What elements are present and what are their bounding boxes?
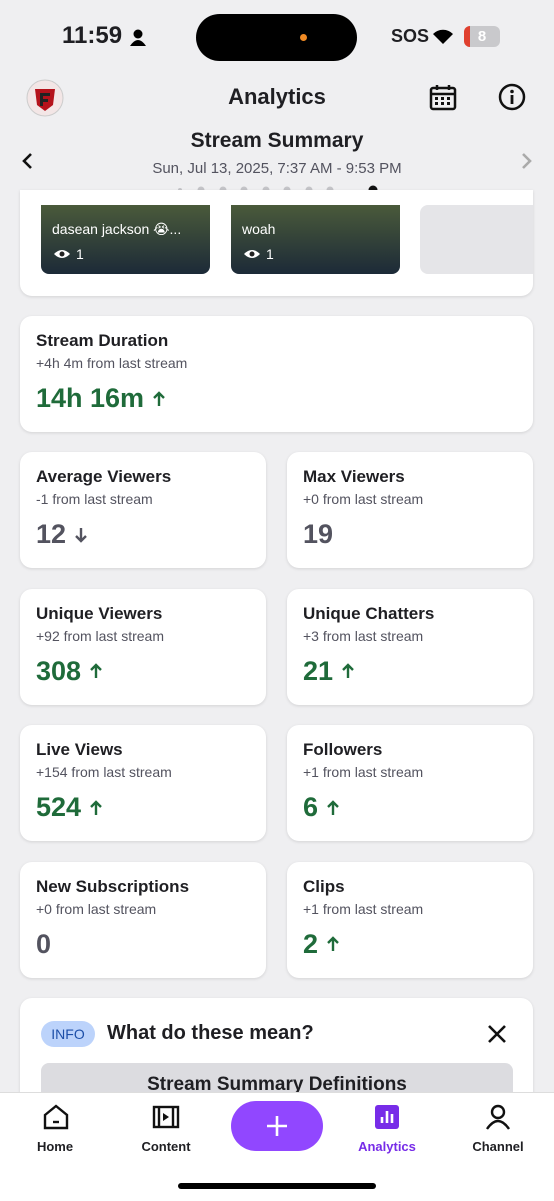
nav-label[interactable]: Content (141, 1139, 191, 1154)
info-button[interactable] (498, 83, 526, 111)
dynamic-island (196, 14, 357, 61)
previous-button[interactable] (18, 151, 36, 171)
wifi-icon (433, 29, 453, 44)
stat-card: Clips +1 from last stream 2 (287, 861, 533, 978)
trend-down-arrow (75, 527, 87, 543)
stat-label: Clips (303, 876, 345, 896)
stat-change: +0 from last stream (303, 491, 424, 507)
summary-title: Stream Summary (190, 129, 364, 152)
trend-up-arrow (327, 799, 339, 815)
stat-change: +4h 4m from last stream (36, 355, 188, 371)
info-badge: INFO (41, 1021, 95, 1047)
status-sos: SOS (391, 26, 430, 46)
stat-value-text: 14h 16m (36, 383, 145, 413)
stat-card: Followers +1 from last stream 6 (287, 725, 533, 841)
calendar-button[interactable] (429, 83, 457, 111)
stat-value-text: 524 (36, 792, 82, 822)
trend-up-arrow (90, 799, 102, 815)
stat-value: 524 (36, 792, 103, 823)
home-icon[interactable] (42, 1103, 70, 1131)
eye-icon (244, 250, 260, 258)
battery: 8 (464, 26, 500, 47)
stat-card: Unique Chatters +3 from last stream 21 (287, 588, 533, 705)
clip-views: 1 (266, 246, 274, 262)
stat-card: Unique Viewers +92 from last stream 308 (20, 588, 266, 705)
stat-value-text: 2 (303, 928, 319, 959)
home-indicator (178, 1183, 376, 1189)
info-title: What do these mean? (107, 1022, 314, 1044)
stat-change: +154 from last stream (36, 764, 172, 780)
trend-up-arrow (342, 663, 354, 678)
status-time: 11:59 (62, 22, 123, 49)
stat-card: Live Views +154 from last stream 524 (20, 725, 266, 841)
stat-change: +1 from last stream (303, 900, 424, 917)
clip-title: woah (242, 221, 276, 237)
eye-icon (54, 250, 70, 258)
stat-card: Max Viewers +0 from last stream 19 (287, 452, 533, 568)
channel-avatar[interactable] (26, 79, 64, 117)
stat-value-text: 12 (36, 519, 67, 549)
clip-placeholder (420, 205, 533, 274)
stat-change: +1 from last stream (303, 764, 424, 780)
clip-thumbnail[interactable]: dasean jackson 😭... 1 (41, 205, 210, 274)
stat-value-text: 19 (303, 519, 334, 549)
stat-value-text: 0 (36, 928, 52, 959)
summary-date: Sun, Jul 13, 2025, 7:37 AM - 9:53 PM (152, 160, 402, 177)
clip-title: dasean jackson 😭... (52, 221, 182, 237)
stat-change: +0 from last stream (36, 900, 157, 917)
stat-label: Average Viewers (36, 467, 172, 486)
next-button[interactable] (518, 151, 536, 171)
stat-card: New Subscriptions +0 from last stream 0 (20, 861, 266, 978)
stat-card: Average Viewers -1 from last stream 12 (20, 452, 266, 568)
clip-thumbnail[interactable]: woah 1 (231, 205, 400, 274)
stat-label: Followers (303, 740, 383, 759)
page-title: Analytics (228, 84, 326, 109)
stat-value: 12 (36, 519, 88, 550)
stat-label: New Subscriptions (36, 876, 190, 896)
content-icon[interactable] (151, 1103, 181, 1131)
clip-views: 1 (76, 246, 84, 262)
stat-value: 308 (36, 656, 103, 687)
stat-value: 19 (303, 519, 333, 550)
stat-change: +92 from last stream (36, 627, 164, 644)
stat-label: Live Views (36, 740, 123, 759)
stat-value-text: 6 (303, 792, 319, 822)
nav-label[interactable]: Channel (472, 1139, 524, 1154)
person-icon (130, 29, 146, 46)
stat-label: Unique Viewers (36, 603, 163, 623)
stat-card: Stream Duration +4h 4m from last stream 14… (20, 316, 533, 432)
stat-value: 0 (36, 929, 51, 960)
stat-label: Max Viewers (303, 467, 405, 486)
channel-icon[interactable] (484, 1103, 512, 1131)
nav-label[interactable]: Home (36, 1139, 74, 1154)
stat-change: +3 from last stream (303, 627, 424, 644)
create-button[interactable] (231, 1101, 323, 1151)
stat-value: 14h 16m (36, 383, 166, 414)
stat-label: Unique Chatters (303, 603, 435, 623)
analytics-icon[interactable] (373, 1103, 401, 1131)
stat-value-text: 21 (303, 655, 334, 686)
battery-level: 8 (477, 28, 487, 45)
trend-up-arrow (153, 390, 165, 406)
stat-value-text: 308 (36, 655, 82, 686)
stat-value: 21 (303, 656, 355, 687)
stat-value: 6 (303, 792, 340, 823)
stat-value: 2 (303, 929, 340, 960)
nav-label[interactable]: Analytics (358, 1139, 416, 1154)
trend-up-arrow (327, 936, 339, 951)
stat-change: -1 from last stream (36, 491, 153, 507)
trend-up-arrow (90, 663, 102, 678)
stat-label: Stream Duration (36, 331, 169, 350)
close-button[interactable] (486, 1023, 508, 1045)
